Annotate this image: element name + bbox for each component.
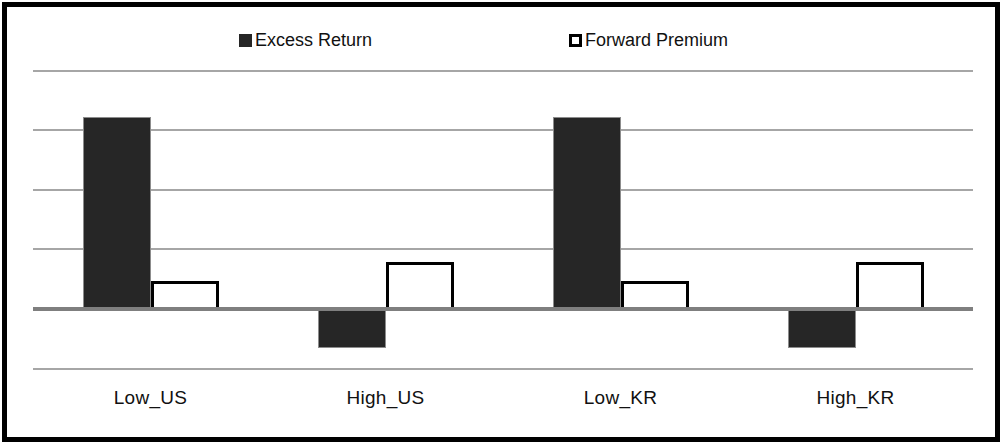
zero-axis-line [33,307,973,311]
gridline [33,129,973,131]
bar-excess-return-low_us [83,117,151,309]
bar-excess-return-low_kr [553,117,621,309]
bar-forward-premium-low_kr [621,281,689,309]
bar-excess-return-high_us [318,311,386,348]
gridline [33,70,973,72]
gridline [33,368,973,370]
bar-chart: Excess Return Forward Premium Low_US High… [0,0,1002,444]
legend-label-forward-premium: Forward Premium [585,31,728,49]
chart-frame-border [2,2,1000,442]
gridline [33,189,973,191]
bar-forward-premium-high_kr [856,262,924,309]
category-label-high_us: High_US [346,387,424,409]
outlined-square-icon [569,34,582,47]
legend-item-forward-premium: Forward Premium [569,31,728,49]
legend-item-excess-return: Excess Return [239,31,372,49]
category-label-low_us: Low_US [114,387,188,409]
bar-forward-premium-low_us [151,281,219,309]
filled-square-icon [239,34,252,47]
bar-forward-premium-high_us [386,262,454,309]
category-label-high_kr: High_KR [816,387,894,409]
gridline [33,248,973,250]
category-label-low_kr: Low_KR [584,387,658,409]
bar-excess-return-high_kr [788,311,856,348]
legend-label-excess-return: Excess Return [255,31,372,49]
